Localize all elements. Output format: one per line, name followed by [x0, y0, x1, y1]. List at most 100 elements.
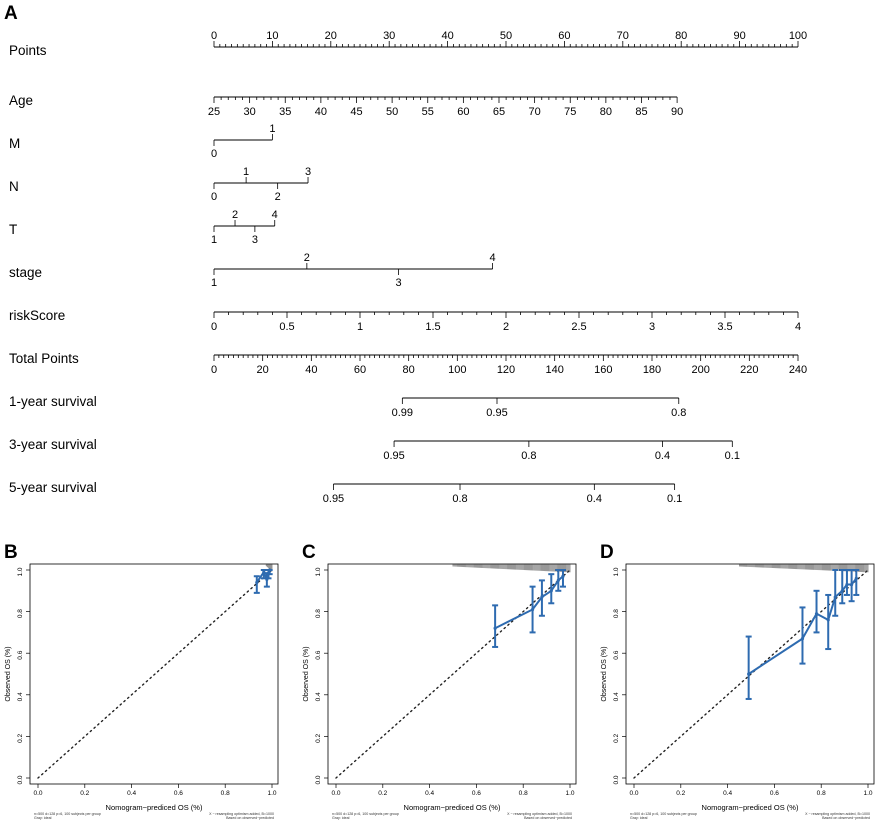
x-tick-label: 0.0: [629, 790, 638, 797]
n-tick-label: 3: [305, 166, 311, 178]
x-axis-label: Nomogram−prediced OS (%): [404, 803, 501, 812]
footnote-left-2: Gray: ideal: [34, 816, 52, 820]
riskscore-tick-label: 2.5: [571, 321, 586, 333]
calibration-point: [561, 574, 565, 578]
row-label-t: T: [9, 222, 17, 237]
calibration-point: [255, 580, 259, 585]
calibration-point: [549, 589, 553, 593]
calibration-point: [268, 568, 272, 572]
1-year-survival-tick-label: 0.99: [392, 407, 413, 419]
row-3-year-survival: 0.95 0.8 0.4 0.1: [383, 440, 740, 462]
calibration-point: [540, 595, 544, 599]
row-riskscore: 0 0.5 1 1.5 2 2.5 3 3.5 4: [211, 311, 801, 333]
age-tick-label: 65: [493, 106, 505, 118]
x-tick-label: 0.2: [80, 790, 89, 797]
points-tick-label: 30: [383, 30, 395, 42]
rug-c: [452, 564, 571, 573]
points-tick-label: 80: [675, 30, 687, 42]
stage-tick-label: 4: [490, 252, 496, 264]
footnote-right-2: Based on observed−predicted: [524, 816, 572, 820]
y-tick-label: 0.0: [315, 775, 322, 784]
y-tick-label: 0.8: [315, 609, 322, 618]
age-tick-label: 40: [315, 106, 327, 118]
y-tick-label: 0.8: [613, 609, 620, 618]
age-tick-label: 90: [671, 106, 683, 118]
rug-d: [739, 564, 869, 573]
total-points-tick-label: 100: [448, 364, 466, 376]
row-t: 1 2 3 4: [211, 209, 278, 246]
calibration-point: [266, 571, 271, 575]
x-tick-label: 1.0: [267, 790, 276, 797]
total-points-tick-label: 40: [305, 364, 317, 376]
t-tick-label: 4: [272, 209, 278, 221]
stage-tick-label: 1: [211, 277, 217, 289]
calibration-point: [262, 570, 266, 574]
row-n: 0 1 2 3: [211, 166, 311, 203]
n-tick-label: 2: [275, 191, 281, 203]
t-tick-label: 3: [252, 234, 258, 246]
points-tick-label: 90: [733, 30, 745, 42]
5-year-survival-tick-label: 0.8: [452, 493, 467, 505]
calibration-point: [826, 618, 830, 622]
row-1-year-survival: 0.99 0.95 0.8: [392, 397, 686, 419]
stage-tick-label: 2: [304, 252, 310, 264]
points-tick-label: 60: [558, 30, 570, 42]
y-tick-label: 1.0: [315, 567, 322, 576]
row-5-year-survival: 0.95 0.8 0.4 0.1: [323, 483, 682, 505]
footnote-right-1: X − resampling optimism added, B=1000: [805, 812, 870, 816]
points-tick-label: 40: [441, 30, 453, 42]
row-label-total-points: Total Points: [9, 351, 79, 366]
calibration-point: [265, 577, 269, 581]
panel-letter-b: B: [4, 542, 18, 563]
points-tick-label: 20: [325, 30, 337, 42]
y-tick-label: 0.6: [613, 650, 620, 659]
age-tick-label: 75: [564, 106, 576, 118]
age-tick-label: 70: [528, 106, 540, 118]
row-label-stage: stage: [9, 265, 42, 280]
calibration-point: [493, 626, 497, 630]
5-year-survival-tick-label: 0.4: [587, 493, 602, 505]
points-tick-label: 10: [266, 30, 278, 42]
calibration-point: [800, 637, 805, 641]
y-tick-label: 0.6: [315, 650, 322, 659]
footnote-left-1: n=500 d=128 p=6, 100 subjects per group: [332, 812, 399, 816]
ideal-reference-line: [37, 569, 273, 779]
1-year-survival-tick-label: 0.8: [671, 407, 686, 419]
calibration-point: [854, 576, 858, 580]
x-tick-label: 0.2: [676, 790, 685, 797]
ideal-reference-line: [335, 569, 571, 779]
x-tick-label: 0.8: [817, 790, 826, 797]
row-m: 01: [211, 123, 276, 160]
total-points-tick-label: 240: [789, 364, 807, 376]
total-points-tick-label: 20: [257, 364, 269, 376]
calibration-point: [530, 607, 535, 612]
calibration-point: [747, 672, 751, 676]
total-points-tick-label: 140: [545, 364, 563, 376]
total-points-tick-label: 120: [497, 364, 515, 376]
footnote-right-1: X − resampling optimism added, B=1000: [507, 812, 572, 816]
footnote-left-2: Gray: ideal: [630, 816, 648, 820]
row-age: 25 30 35 40 45 50 55 60 65 70 75 80 85 90: [208, 96, 683, 118]
riskscore-tick-label: 3: [649, 321, 655, 333]
points-tick-label: 100: [789, 30, 807, 42]
total-points-tick-label: 80: [403, 364, 415, 376]
calibration-point: [814, 612, 819, 616]
row-label-1-year-survival: 1-year survival: [9, 394, 97, 409]
x-tick-label: 0.6: [174, 790, 183, 797]
footnote-right-2: Based on observed−predicted: [226, 816, 274, 820]
points-tick-label: 70: [617, 30, 629, 42]
row-label-n: N: [9, 179, 19, 194]
riskscore-tick-label: 0: [211, 321, 217, 333]
ideal-reference-line: [633, 569, 869, 779]
total-points-tick-label: 0: [211, 364, 217, 376]
1-year-survival-tick-label: 0.95: [486, 407, 507, 419]
age-tick-label: 35: [279, 106, 291, 118]
y-tick-label: 0.8: [17, 609, 24, 618]
footnote-left-1: n=500 d=128 p=6, 100 subjects per group: [630, 812, 697, 816]
3-year-survival-tick-label: 0.95: [383, 450, 404, 462]
total-points-tick-label: 160: [594, 364, 612, 376]
5-year-survival-tick-label: 0.1: [667, 493, 682, 505]
m-tick-label: 0: [211, 148, 217, 160]
